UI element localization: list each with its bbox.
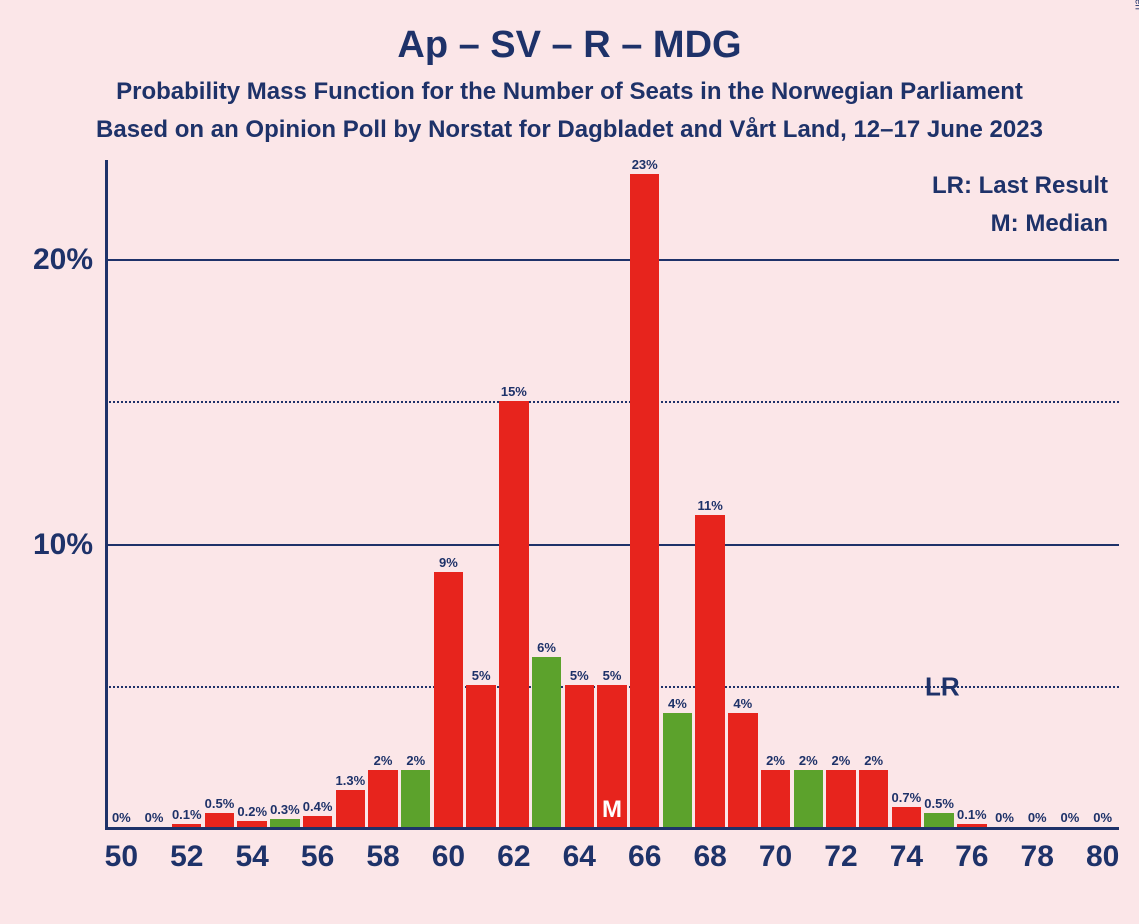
chart-subtitle-1: Probability Mass Function for the Number… xyxy=(0,78,1139,106)
bar: 5% xyxy=(565,685,594,827)
gridline-major xyxy=(105,544,1119,546)
bar-value-label: 0.5% xyxy=(205,796,235,813)
bar: 2% xyxy=(826,770,855,827)
x-tick-label: 60 xyxy=(432,830,465,874)
bar: 2% xyxy=(401,770,430,827)
bar-value-label: 2% xyxy=(406,753,425,770)
bar-value-label: 0% xyxy=(1061,810,1080,827)
bar-value-label: 0.1% xyxy=(172,807,202,824)
bar: 0.5% xyxy=(924,813,953,827)
median-marker: M xyxy=(602,796,622,824)
bar-value-label: 15% xyxy=(501,384,527,401)
bar: 6% xyxy=(532,657,561,827)
bar: 2% xyxy=(859,770,888,827)
bar-value-label: 0% xyxy=(145,810,164,827)
bar: 0.1% xyxy=(957,824,986,827)
bar-value-label: 0% xyxy=(1028,810,1047,827)
bar-value-label: 6% xyxy=(537,640,556,657)
bar: 11% xyxy=(695,515,724,827)
bar: 5% xyxy=(466,685,495,827)
x-tick-label: 74 xyxy=(890,830,923,874)
y-tick-label: 10% xyxy=(33,528,105,562)
x-tick-label: 80 xyxy=(1086,830,1119,874)
bar-value-label: 2% xyxy=(799,753,818,770)
bar-value-label: 0% xyxy=(1093,810,1112,827)
x-tick-label: 78 xyxy=(1021,830,1054,874)
bar-value-label: 23% xyxy=(632,157,658,174)
bar-value-label: 0.7% xyxy=(892,790,922,807)
bar-value-label: 2% xyxy=(832,753,851,770)
chart-subtitle-2: Based on an Opinion Poll by Norstat for … xyxy=(0,116,1139,144)
bar-value-label: 0.4% xyxy=(303,799,333,816)
bar-value-label: 5% xyxy=(603,668,622,685)
bar-value-label: 5% xyxy=(570,668,589,685)
bar: 23% xyxy=(630,174,659,827)
bar-value-label: 2% xyxy=(374,753,393,770)
x-tick-label: 58 xyxy=(366,830,399,874)
bar: 0.4% xyxy=(303,816,332,827)
bar: 4% xyxy=(663,713,692,827)
bar: 0.7% xyxy=(892,807,921,827)
bar-value-label: 4% xyxy=(668,696,687,713)
bar-value-label: 9% xyxy=(439,555,458,572)
y-tick-label: 20% xyxy=(33,243,105,277)
bar: 1.3% xyxy=(336,790,365,827)
bar: 0.2% xyxy=(237,821,266,827)
chart-title: Ap – SV – R – MDG xyxy=(0,24,1139,67)
x-tick-label: 50 xyxy=(105,830,138,874)
bar: 0.5% xyxy=(205,813,234,827)
bar-value-label: 0% xyxy=(112,810,131,827)
bar-value-label: 1.3% xyxy=(335,773,365,790)
x-tick-label: 62 xyxy=(497,830,530,874)
chart-root: Ap – SV – R – MDG Probability Mass Funct… xyxy=(0,0,1139,924)
bar-value-label: 0.1% xyxy=(957,807,987,824)
bar-value-label: 4% xyxy=(733,696,752,713)
last-result-marker: LR xyxy=(925,672,960,703)
gridline-major xyxy=(105,259,1119,261)
x-tick-label: 56 xyxy=(301,830,334,874)
bar: 2% xyxy=(761,770,790,827)
x-tick-label: 54 xyxy=(236,830,269,874)
plot-area: 10%20%0%0%0.1%0.5%0.2%0.3%0.4%1.3%2%2%9%… xyxy=(105,160,1119,830)
bar: 2% xyxy=(368,770,397,827)
bar: 2% xyxy=(794,770,823,827)
bar: 0.1% xyxy=(172,824,201,827)
bar: 0.3% xyxy=(270,819,299,828)
x-tick-label: 52 xyxy=(170,830,203,874)
bar: 15% xyxy=(499,401,528,827)
bar: 9% xyxy=(434,572,463,827)
x-tick-label: 66 xyxy=(628,830,661,874)
bar-value-label: 5% xyxy=(472,668,491,685)
bar-value-label: 0.2% xyxy=(237,804,267,821)
bar-value-label: 11% xyxy=(697,498,722,515)
gridline-minor xyxy=(105,401,1119,403)
bar-value-label: 2% xyxy=(766,753,785,770)
bar-value-label: 0% xyxy=(995,810,1014,827)
x-tick-label: 72 xyxy=(824,830,857,874)
x-tick-label: 64 xyxy=(563,830,596,874)
x-tick-label: 68 xyxy=(693,830,726,874)
bar-value-label: 0.5% xyxy=(924,796,954,813)
x-tick-label: 70 xyxy=(759,830,792,874)
bar-value-label: 2% xyxy=(864,753,883,770)
x-tick-label: 76 xyxy=(955,830,988,874)
bar-value-label: 0.3% xyxy=(270,802,300,819)
bar: 4% xyxy=(728,713,757,827)
copyright-text: © 2025 Filip van Laenen xyxy=(1133,0,1139,10)
